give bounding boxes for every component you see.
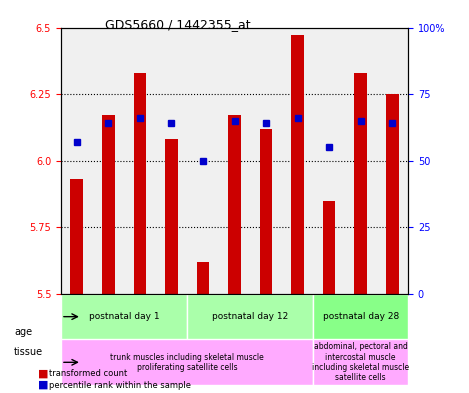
Bar	[165, 140, 178, 294]
Text: postnatal day 1: postnatal day 1	[89, 312, 159, 321]
Bar	[291, 35, 304, 294]
Bar	[386, 94, 399, 294]
Text: age: age	[14, 327, 32, 337]
FancyBboxPatch shape	[313, 340, 408, 385]
Text: GDS5660 / 1442355_at: GDS5660 / 1442355_at	[106, 18, 251, 31]
Bar	[197, 262, 209, 294]
Text: tissue: tissue	[14, 347, 43, 357]
FancyBboxPatch shape	[61, 294, 187, 340]
Text: ■: ■	[38, 380, 48, 390]
Text: postnatal day 12: postnatal day 12	[212, 312, 288, 321]
Text: postnatal day 28: postnatal day 28	[323, 312, 399, 321]
Text: transformed count: transformed count	[49, 369, 128, 378]
Text: ■: ■	[38, 368, 48, 378]
Bar	[323, 200, 335, 294]
FancyBboxPatch shape	[313, 294, 408, 340]
Bar	[260, 129, 272, 294]
Bar	[228, 116, 241, 294]
Text: trunk muscles including skeletal muscle
proliferating satellite cells: trunk muscles including skeletal muscle …	[110, 353, 264, 372]
Bar	[70, 179, 83, 294]
FancyBboxPatch shape	[187, 294, 313, 340]
Bar	[134, 73, 146, 294]
Bar	[355, 73, 367, 294]
Text: percentile rank within the sample: percentile rank within the sample	[49, 381, 191, 389]
Text: abdominal, pectoral and
intercostal muscle
including skeletal muscle
satellite c: abdominal, pectoral and intercostal musc…	[312, 342, 409, 382]
Bar	[102, 116, 114, 294]
FancyBboxPatch shape	[61, 340, 313, 385]
